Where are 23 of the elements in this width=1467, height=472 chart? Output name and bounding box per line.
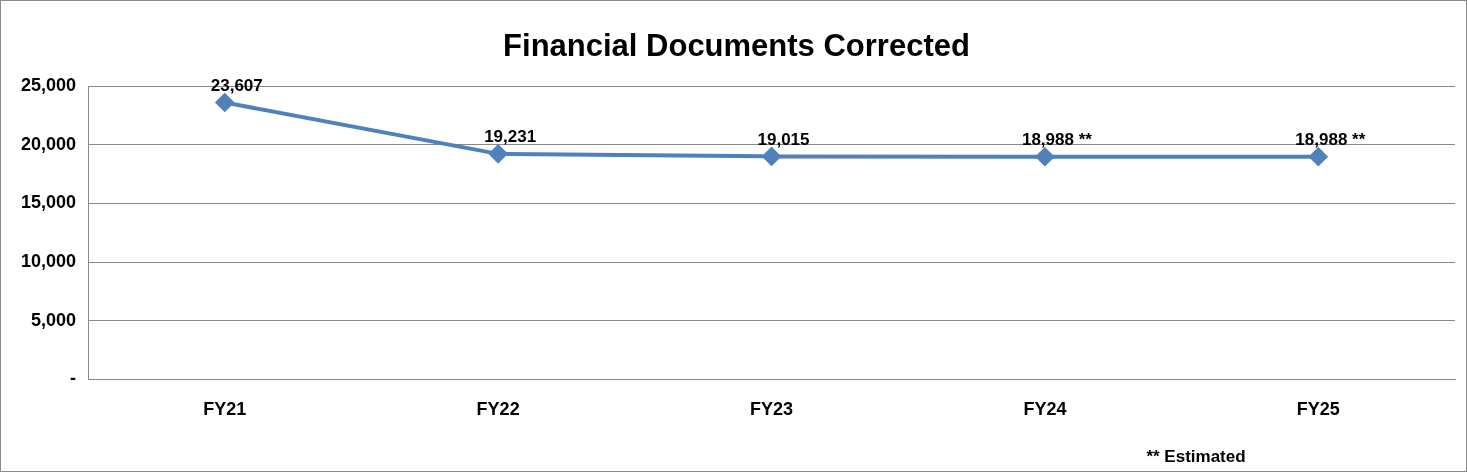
point (215, 93, 234, 112)
text: ** Estimated (1146, 447, 1246, 466)
point (762, 147, 781, 166)
data-label: 23,607 (210, 75, 263, 95)
data-label: 18,988 ** (1021, 129, 1093, 149)
data-label: 19,015 (757, 129, 810, 149)
point (1035, 147, 1054, 166)
x-tick-label: FY24 (1023, 399, 1067, 420)
x-tick-label: FY23 (750, 399, 794, 420)
x-tick-label: FY21 (203, 399, 247, 420)
y-tick-label: 10,000 (20, 251, 77, 272)
y-tick-label: 15,000 (20, 192, 77, 213)
point (489, 144, 508, 163)
x-tick-label: FY25 (1296, 399, 1340, 420)
y-tick-label: 5,000 (31, 309, 77, 330)
y-tick-label: 25,000 (20, 75, 77, 96)
point (1309, 147, 1328, 166)
x-tick-label: FY22 (476, 399, 520, 420)
chart-title: Financial Documents Corrected (503, 28, 970, 64)
data-label: 18,988 ** (1295, 129, 1366, 149)
y-tick-label: 20,000 (20, 133, 77, 154)
data-label: 19,231 (484, 127, 537, 147)
y-tick-label: - (70, 368, 77, 389)
